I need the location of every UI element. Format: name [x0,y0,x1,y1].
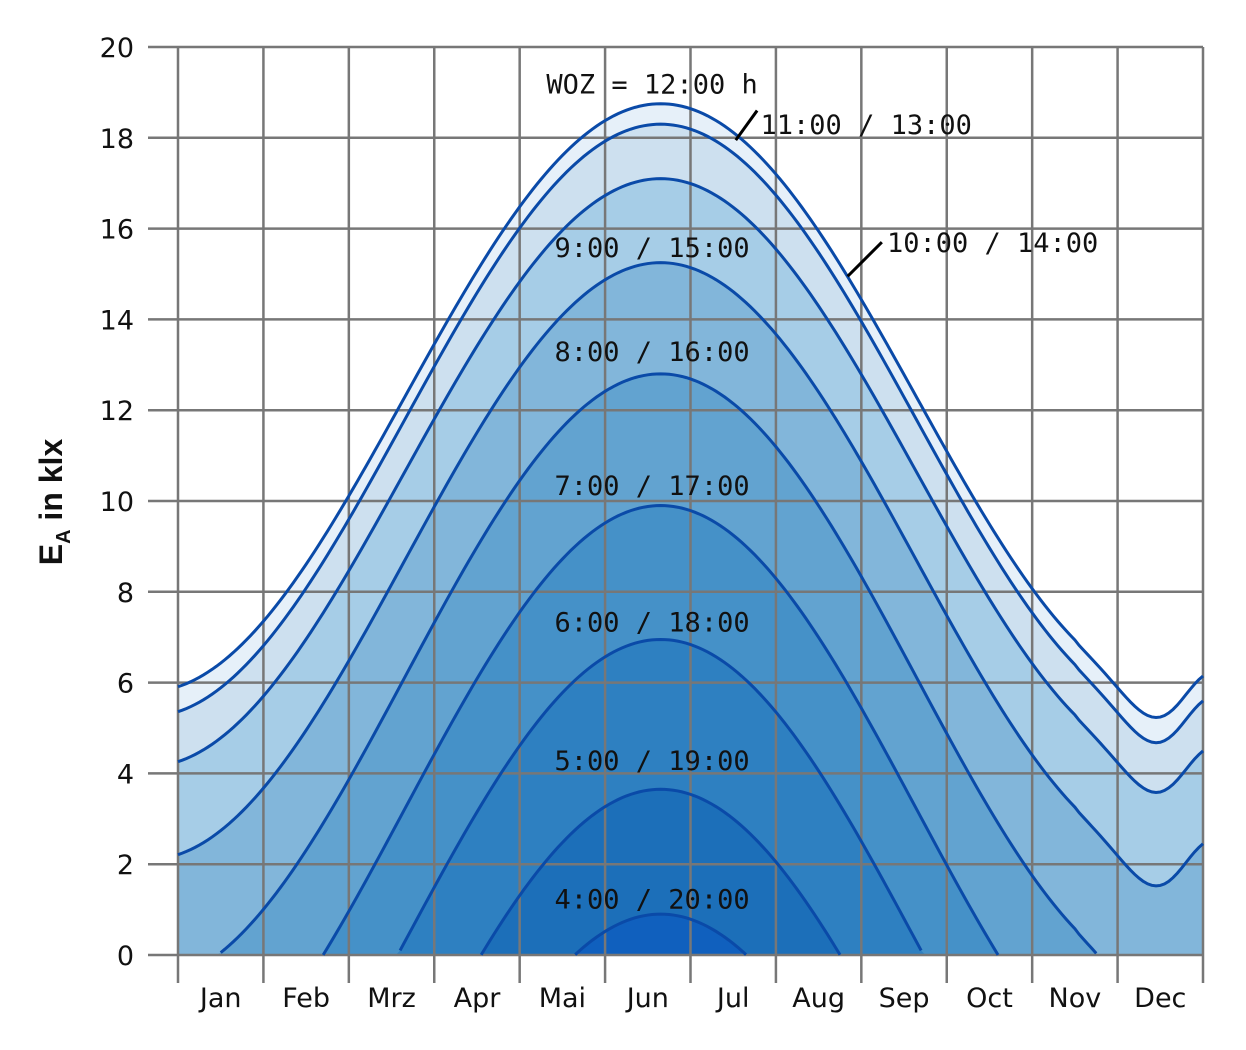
y-axis-label: EA in klx [33,439,75,566]
label-10-00-14-00: 10:00 / 14:00 [887,228,1098,259]
y-tick-16: 16 [100,215,134,246]
x-tick-aug: Aug [792,983,845,1014]
y-tick-12: 12 [100,396,134,427]
y-tick-labels: 0 2 4 6 8 10 12 14 16 18 20 [100,33,134,972]
x-tick-mrz: Mrz [367,983,416,1014]
x-tick-jan: Jan [198,983,242,1014]
leader-11-00-13-00 [734,109,759,141]
line-8-00-16-00 [219,372,1098,955]
label-4-00-20-00: 4:00 / 20:00 [555,884,750,915]
label-5-00-19-00: 5:00 / 19:00 [555,746,750,777]
y-tick-14: 14 [100,305,134,336]
y-tick-10: 10 [100,487,134,518]
label-7-00-17-00: 7:00 / 17:00 [555,471,750,502]
x-tick-jun: Jun [625,983,669,1014]
y-tick-2: 2 [117,850,134,881]
label-8-00-16-00: 8:00 / 16:00 [555,337,750,368]
line-7-00-17-00 [321,504,1000,956]
y-tick-6: 6 [117,669,134,700]
line-9-00-15-00 [177,261,1204,888]
x-tick-dec: Dec [1134,983,1186,1014]
grid-lines [148,45,1205,983]
series-labels: WOZ = 12:00 h11:00 / 13:00 10:00 / 14:00 9… [546,69,1098,915]
x-tick-labels: Jan Feb Mrz Apr Mai Jun Jul Aug Sep Oct Nov Dec [198,983,1187,1014]
y-tick-20: 20 [100,33,134,64]
x-tick-feb: Feb [282,983,330,1014]
x-tick-mai: Mai [539,983,586,1014]
y-tick-18: 18 [100,124,134,155]
leader-10-00-14-00 [846,241,883,278]
leader-lines [734,109,883,278]
series-lines [177,102,1204,956]
line-4-00-20-00 [574,912,748,956]
label-6-00-18-00: 6:00 / 18:00 [555,607,750,638]
y-tick-8: 8 [117,578,134,609]
label-11-00-13-00: 11:00 / 13:00 [761,110,972,141]
x-tick-sep: Sep [879,983,930,1014]
line-6-00-18-00 [398,637,923,952]
y-tick-0: 0 [117,941,134,972]
label-9-00-15-00: 9:00 / 15:00 [555,233,750,264]
y-tick-4: 4 [117,759,134,790]
line-woz-12-00-h [177,102,1204,720]
x-tick-jul: Jul [715,983,750,1014]
x-tick-oct: Oct [966,983,1013,1014]
x-tick-nov: Nov [1049,983,1102,1014]
line-5-00-19-00 [479,787,842,956]
line-10-00-14-00 [177,177,1204,794]
label-woz-12-00-h: WOZ = 12:00 h [546,69,757,100]
x-tick-apr: Apr [454,983,502,1014]
line-11-00-13-00 [177,122,1204,745]
